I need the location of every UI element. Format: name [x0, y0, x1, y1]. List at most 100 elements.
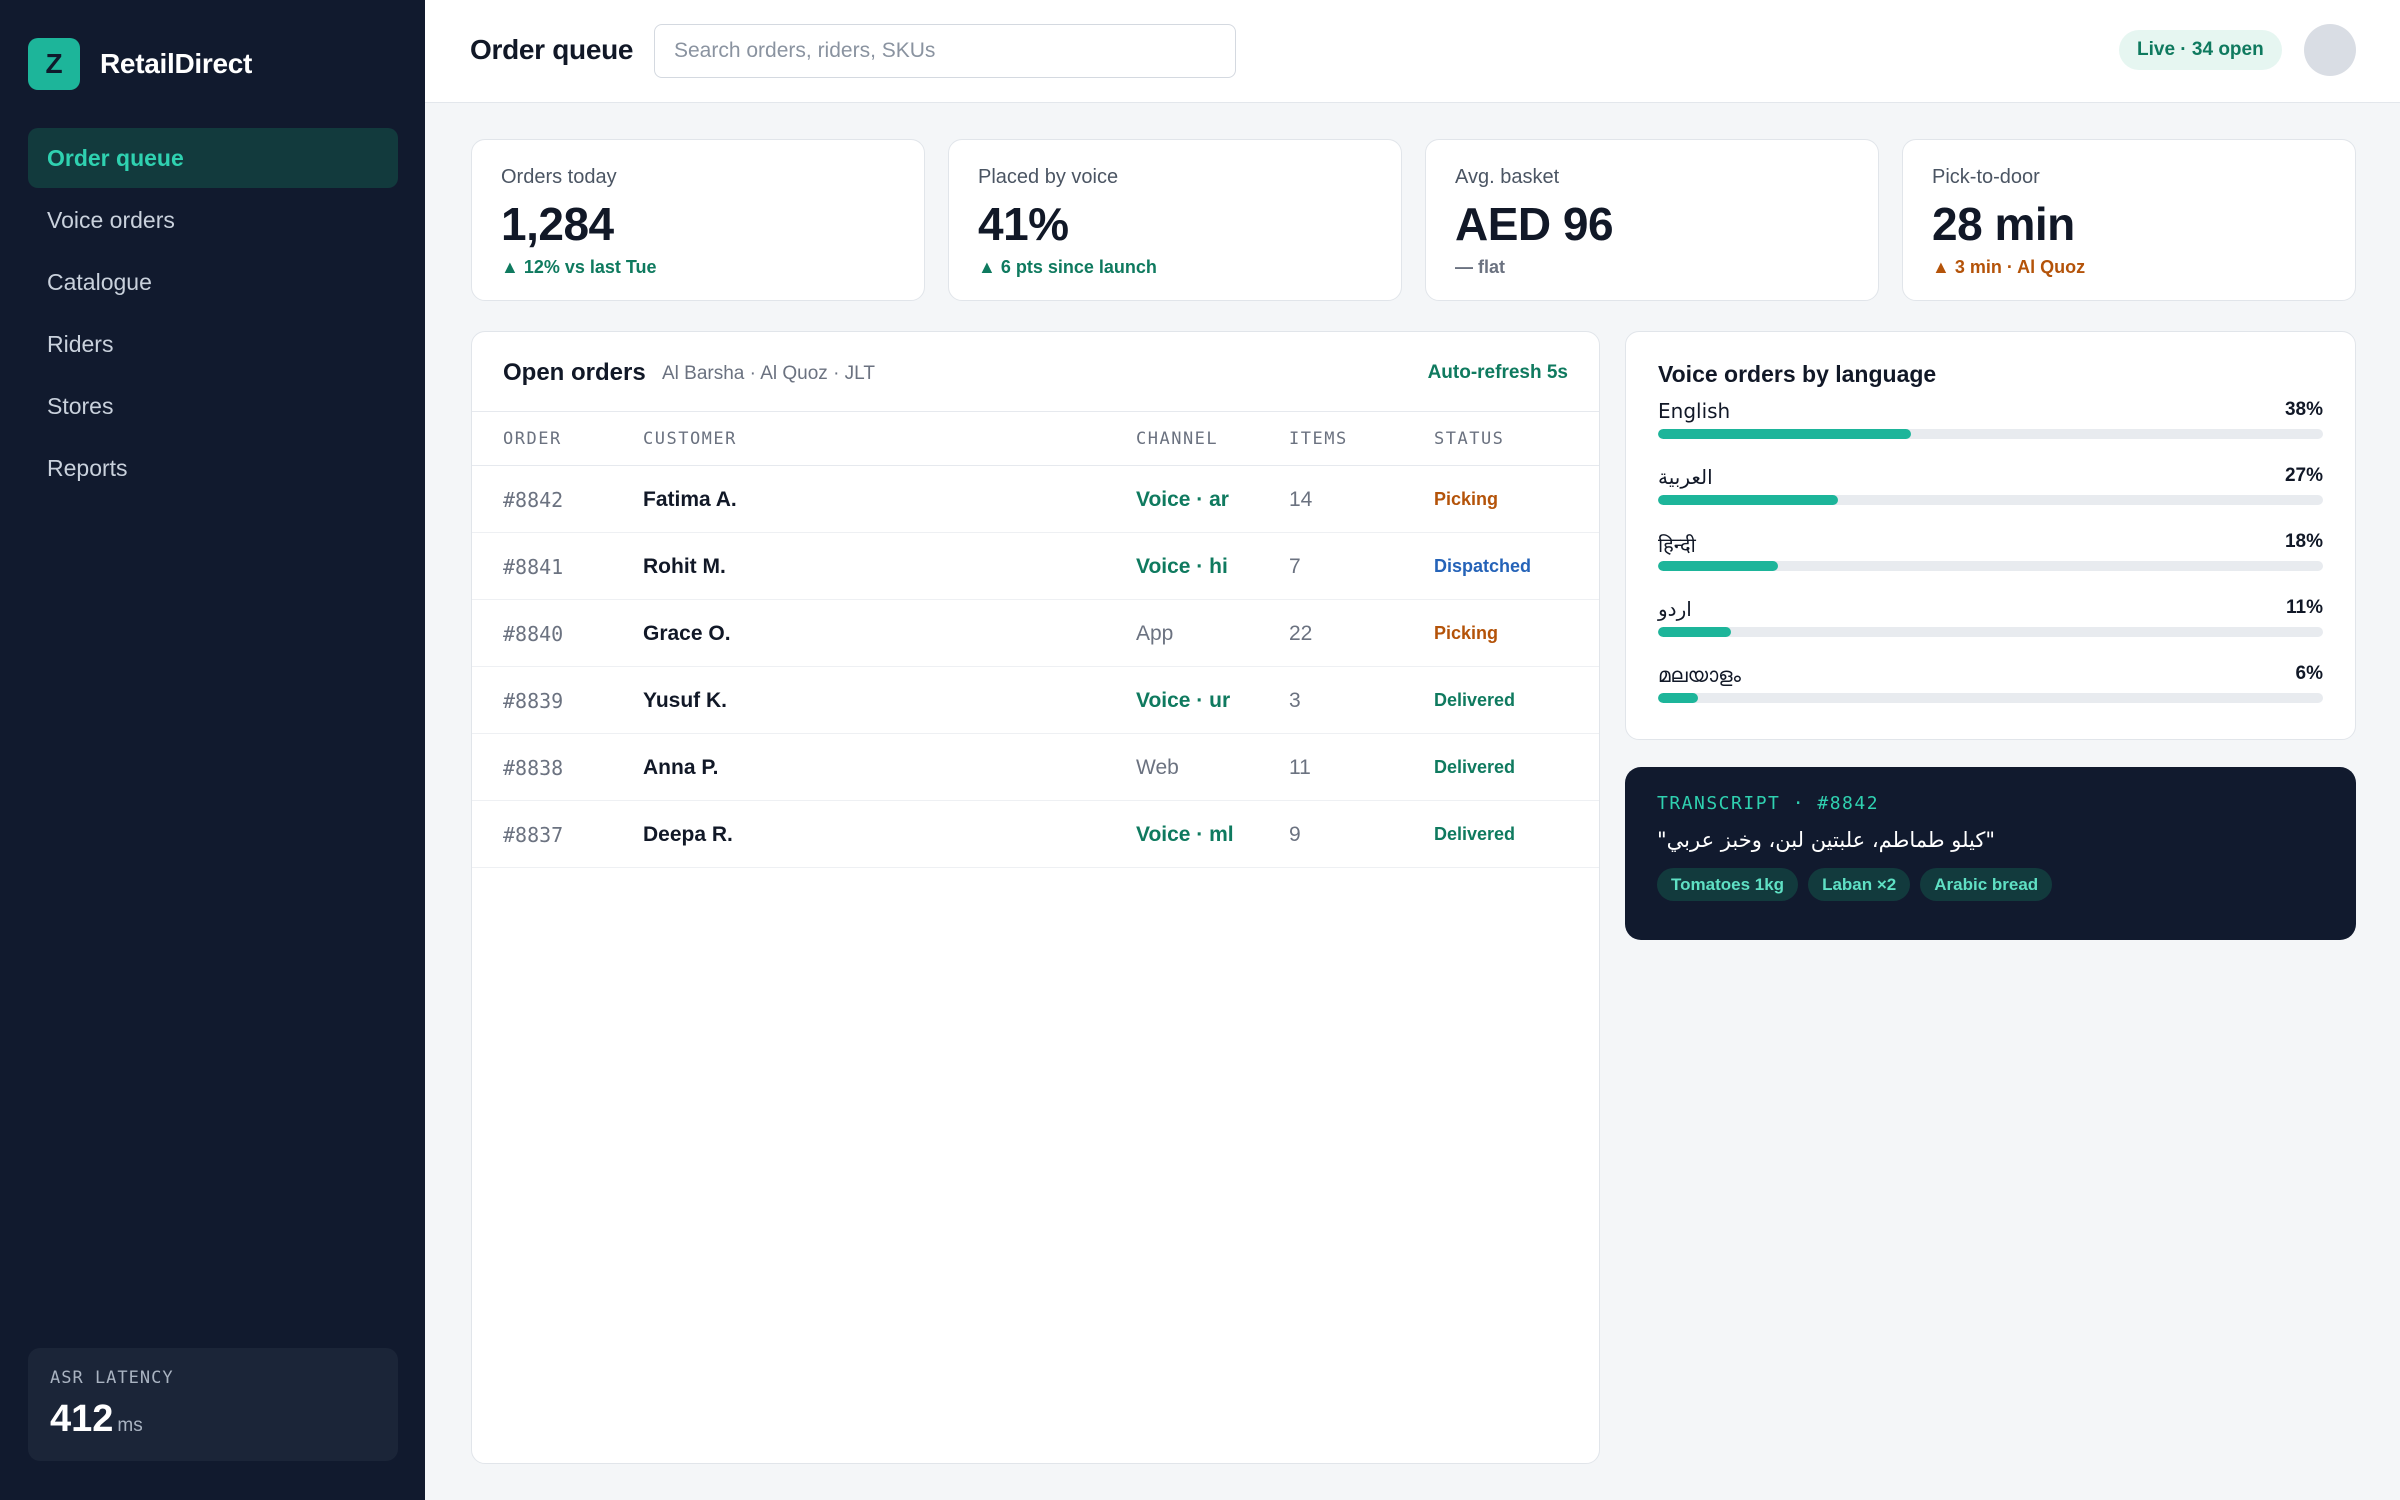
asr-latency-number: 412 — [50, 1398, 114, 1440]
table-row[interactable]: #8838 Anna P. Web 11 Delivered — [472, 734, 1599, 801]
sku-tag[interactable]: Laban ×2 — [1808, 868, 1911, 901]
column-header-customer[interactable]: CUSTOMER — [643, 429, 737, 449]
customer-name: Yusuf K. — [643, 689, 728, 712]
order-id: #8837 — [503, 823, 564, 847]
status-badge: Delivered — [1434, 824, 1516, 844]
language-row: اردو 11% — [1658, 586, 2323, 652]
order-channel: Voice · ur — [1136, 689, 1231, 712]
order-channel: Voice · ar — [1136, 488, 1229, 511]
page-title: Order queue — [470, 34, 634, 65]
sidebar-item-reports[interactable]: Reports — [47, 454, 128, 481]
transcript-tags: Tomatoes 1kg Laban ×2 Arabic bread — [1657, 868, 2324, 901]
item-count: 22 — [1289, 622, 1313, 645]
item-count: 7 — [1289, 555, 1301, 578]
kpi-label: Avg. basket — [1455, 166, 1560, 188]
sku-tag[interactable]: Arabic bread — [1920, 868, 2053, 901]
asr-latency-card: ASR LATENCY 412 ms — [28, 1348, 398, 1461]
search-input[interactable] — [654, 24, 1236, 78]
kpi-value: 28 min — [1932, 198, 2075, 250]
customer-name: Fatima A. — [643, 488, 737, 511]
table-row[interactable]: #8842 Fatima A. Voice · ar 14 Picking — [472, 466, 1599, 533]
language-percent: 38% — [2284, 399, 2323, 420]
column-header-status[interactable]: STATUS — [1434, 429, 1505, 449]
asr-latency-label: ASR LATENCY — [50, 1368, 174, 1388]
kpi-delta: — flat — [1455, 257, 1506, 277]
language-name: English — [1658, 399, 1731, 423]
item-count: 11 — [1289, 756, 1311, 779]
open-orders-title: Open orders — [503, 359, 646, 386]
kpi-label: Placed by voice — [978, 166, 1119, 188]
language-bar-track — [1658, 627, 2323, 637]
live-status-badge: Live · 34 open — [2119, 30, 2282, 70]
brand-logo-icon: Z — [28, 38, 80, 90]
language-row: العربية 27% — [1658, 454, 2323, 520]
kpi-card-pick-to-door: Pick-to-door 28 min ▲ 3 min · Al Quoz — [1902, 139, 2356, 301]
kpi-delta: ▲ 3 min · Al Quoz — [1932, 257, 2086, 277]
table-row[interactable]: #8840 Grace O. App 22 Picking — [472, 600, 1599, 667]
column-header-items[interactable]: ITEMS — [1289, 429, 1348, 449]
order-channel: Web — [1136, 756, 1179, 779]
table-row[interactable]: #8837 Deepa R. Voice · ml 9 Delivered — [472, 801, 1599, 868]
open-orders-panel: Open orders Al Barsha · Al Quoz · JLT Au… — [471, 331, 1600, 1464]
column-header-order[interactable]: ORDER — [503, 429, 562, 449]
sidebar-nav: Order queue Voice orders Catalogue Rider… — [28, 128, 398, 500]
status-badge: Picking — [1434, 623, 1499, 643]
language-bar-track — [1658, 495, 2323, 505]
kpi-card-orders-today: Orders today 1,284 ▲ 12% vs last Tue — [471, 139, 925, 301]
kpi-label: Pick-to-door — [1932, 166, 2040, 188]
brand[interactable]: Z RetailDirect — [28, 38, 252, 90]
open-orders-header: Open orders Al Barsha · Al Quoz · JLT Au… — [472, 332, 1599, 412]
avatar[interactable] — [2304, 24, 2356, 76]
customer-name: Grace O. — [643, 622, 731, 645]
language-bar-fill — [1658, 495, 1838, 505]
language-row: English 38% — [1658, 388, 2323, 454]
order-channel: Voice · ml — [1136, 823, 1234, 846]
voice-orders-by-language-panel: Voice orders by language English 38% الع… — [1625, 331, 2356, 740]
language-percent: 11% — [2286, 597, 2323, 618]
sidebar-item-order-queue[interactable]: Order queue — [28, 128, 398, 188]
column-header-channel[interactable]: CHANNEL — [1136, 429, 1219, 449]
sku-tag[interactable]: Tomatoes 1kg — [1657, 868, 1799, 901]
language-bar-fill — [1658, 429, 1911, 439]
language-row: മലയാളം 6% — [1658, 652, 2323, 718]
kpi-value: 41% — [978, 198, 1069, 250]
customer-name: Rohit M. — [643, 555, 726, 578]
asr-latency-unit: ms — [117, 1415, 143, 1436]
language-name: हिन्दी — [1658, 533, 1696, 557]
status-badge: Delivered — [1434, 690, 1516, 710]
kpi-label: Orders today — [501, 166, 617, 188]
sidebar-item-riders[interactable]: Riders — [47, 330, 114, 357]
brand-name: RetailDirect — [100, 48, 253, 79]
language-bar-fill — [1658, 693, 1698, 703]
sidebar-item-catalogue[interactable]: Catalogue — [47, 268, 152, 295]
kpi-delta: ▲ 6 pts since launch — [978, 257, 1157, 277]
order-id: #8841 — [503, 555, 564, 579]
language-bar-fill — [1658, 561, 1778, 571]
sidebar: Z RetailDirect Order queue Voice orders … — [0, 0, 425, 1500]
order-id: #8840 — [503, 622, 564, 646]
language-percent: 6% — [2295, 663, 2323, 684]
transcript-card[interactable]: TRANSCRIPT · #8842 "كيلو طماطم، علبتين ل… — [1625, 767, 2356, 940]
table-row[interactable]: #8839 Yusuf K. Voice · ur 3 Delivered — [472, 667, 1599, 734]
customer-name: Deepa R. — [643, 823, 733, 846]
item-count: 3 — [1289, 689, 1301, 712]
status-badge: Delivered — [1434, 757, 1516, 777]
language-name: العربية — [1658, 465, 1713, 489]
sidebar-item-stores[interactable]: Stores — [47, 392, 114, 419]
language-bar-track — [1658, 693, 2323, 703]
open-orders-subtitle: Al Barsha · Al Quoz · JLT — [662, 363, 875, 384]
sidebar-item-voice-orders[interactable]: Voice orders — [47, 206, 175, 233]
kpi-card-avg-basket: Avg. basket AED 96 — flat — [1425, 139, 1879, 301]
top-header: Order queue Live · 34 open — [425, 0, 2400, 103]
language-name: മലയാളം — [1658, 663, 1741, 687]
transcript-text: "كيلو طماطم، علبتين لبن، وخبز عربي" — [1657, 828, 1996, 852]
table-row[interactable]: #8841 Rohit M. Voice · hi 7 Dispatched — [472, 533, 1599, 600]
language-bar-track — [1658, 561, 2323, 571]
kpi-value: 1,284 — [501, 198, 614, 250]
kpi-delta: ▲ 12% vs last Tue — [501, 257, 657, 277]
order-channel: App — [1136, 622, 1174, 645]
customer-name: Anna P. — [643, 756, 719, 779]
order-id: #8842 — [503, 488, 564, 512]
language-panel-title: Voice orders by language — [1658, 361, 1937, 387]
auto-refresh-toggle[interactable]: Auto-refresh 5s — [1427, 362, 1568, 383]
